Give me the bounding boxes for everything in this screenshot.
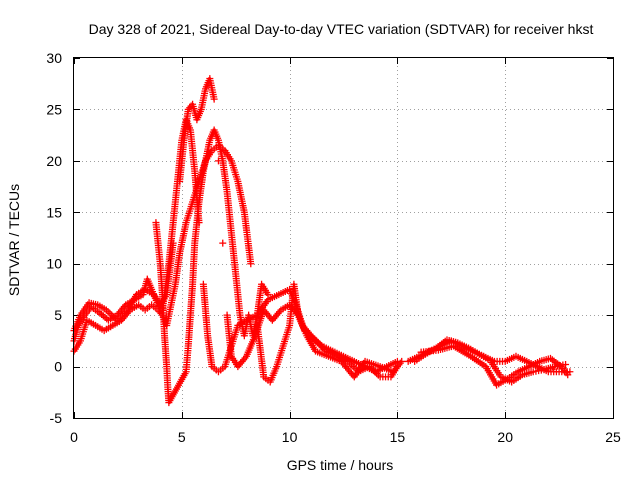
x-tick-label: 10 — [282, 429, 298, 445]
y-tick-label: 25 — [46, 101, 62, 117]
data-point — [169, 239, 177, 247]
y-tick-label: 10 — [46, 256, 62, 272]
axis-ticks: 0 5 10 15 20 25 -5 0 5 10 15 20 25 30 — [46, 50, 621, 445]
data-point — [264, 291, 272, 299]
data-point — [219, 239, 227, 247]
x-axis-label: GPS time / hours — [287, 457, 394, 473]
data-point — [393, 363, 401, 371]
y-tick-label: -5 — [50, 410, 63, 426]
data-point — [210, 95, 218, 103]
plot-frame — [73, 57, 614, 419]
data-point — [562, 361, 570, 369]
series-trace-d — [152, 126, 272, 407]
y-tick-label: 30 — [46, 50, 62, 66]
x-tick-label: 5 — [178, 429, 186, 445]
y-tick-label: 0 — [54, 359, 62, 375]
data-point — [398, 357, 406, 365]
x-tick-label: 15 — [390, 429, 406, 445]
data-point — [564, 371, 572, 379]
chart-title: Day 328 of 2021, Sidereal Day-to-day VTE… — [89, 21, 594, 37]
data-point — [247, 260, 255, 268]
x-tick-label: 25 — [605, 429, 621, 445]
y-tick-label: 20 — [46, 153, 62, 169]
y-axis-label: SDTVAR / TECUs — [6, 184, 22, 296]
x-tick-label: 0 — [70, 429, 78, 445]
series-trace-e — [404, 336, 574, 389]
y-tick-label: 15 — [46, 204, 62, 220]
y-tick-label: 5 — [54, 307, 62, 323]
x-tick-label: 20 — [497, 429, 513, 445]
plot-area — [70, 75, 574, 407]
